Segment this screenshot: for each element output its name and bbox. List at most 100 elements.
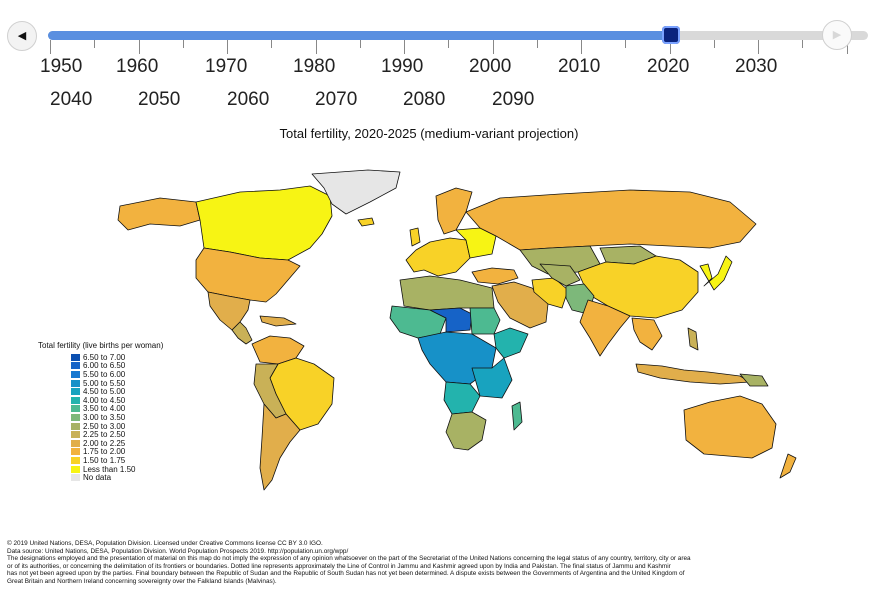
year-label[interactable]: 2000 (469, 56, 512, 77)
map-title: Total fertility, 2020-2025 (medium-varia… (279, 126, 579, 141)
legend-item: 3.00 to 3.50 (71, 413, 163, 422)
legend-label: 2.00 to 2.25 (83, 438, 126, 448)
slider-tick (404, 40, 405, 54)
legend-item: No data (71, 473, 163, 482)
next-year-button[interactable]: ▶ (822, 20, 852, 50)
legend-swatch (71, 362, 80, 370)
legend-label: Less than 1.50 (83, 464, 136, 474)
region-alaska (117, 197, 201, 231)
region-korea-japan (699, 255, 733, 291)
legend-label: No data (83, 473, 112, 483)
slider-tick (802, 40, 803, 48)
legend-label: 6.50 to 7.00 (83, 352, 126, 362)
legend-label: 5.50 to 6.00 (83, 369, 126, 379)
region-india (579, 299, 631, 357)
region-niger-chad (429, 307, 473, 333)
legend-swatch (71, 439, 80, 447)
legend-label: 5.00 to 5.50 (83, 378, 126, 388)
legend-label: 6.00 to 6.50 (83, 361, 126, 371)
legend-swatch (71, 388, 80, 396)
previous-year-button[interactable]: ◀ (7, 21, 37, 51)
legend-swatch (71, 474, 80, 482)
legend-item: 6.50 to 7.00 (71, 353, 163, 362)
region-png (739, 373, 769, 387)
slider-tick (227, 40, 228, 54)
legend-swatch (71, 422, 80, 430)
slider-tick (625, 40, 626, 48)
year-label[interactable]: 1950 (40, 56, 83, 77)
slider-tick (846, 40, 848, 54)
legend-swatch (71, 396, 80, 404)
legend-label: 3.50 to 4.00 (83, 404, 126, 414)
legend-swatch (71, 456, 80, 464)
legend-item: 1.75 to 2.00 (71, 447, 163, 457)
legend-item: 4.00 to 4.50 (71, 396, 163, 405)
legend-swatch (71, 370, 80, 378)
legend-item: 3.50 to 4.00 (71, 404, 163, 414)
legend-label: 2.25 to 2.50 (83, 430, 126, 440)
region-iceland (357, 217, 375, 227)
map-footer: © 2019 United Nations, DESA, Population … (7, 540, 867, 586)
legend-label: 3.00 to 3.50 (83, 412, 126, 422)
region-middle-east (491, 281, 549, 329)
slider-tick (492, 40, 494, 54)
region-uk (409, 227, 421, 247)
year-slider-handle[interactable] (662, 26, 681, 44)
region-central-asia (539, 263, 581, 287)
legend-swatch (71, 353, 80, 361)
legend-label: 1.50 to 1.75 (83, 455, 126, 465)
region-turkey-caucasus (471, 267, 519, 285)
region-australia (683, 395, 777, 459)
disclaimer-text: Great Britain and Northern Ireland conce… (7, 577, 277, 585)
region-scandinavia (435, 187, 473, 235)
year-label[interactable]: 1960 (116, 56, 159, 77)
slider-tick (138, 40, 140, 54)
legend-label: 4.50 to 5.00 (83, 387, 126, 397)
slider-tick (713, 40, 715, 48)
year-label[interactable]: 2030 (735, 56, 778, 77)
legend-swatch (71, 431, 80, 439)
data-source-text: Data source: United Nations, DESA, Popul… (7, 547, 349, 555)
year-slider-track[interactable] (48, 31, 868, 40)
slider-tick (448, 40, 449, 48)
region-argentina-chile (259, 403, 301, 491)
region-new-zealand (779, 453, 797, 479)
year-label[interactable]: 1980 (293, 56, 336, 77)
region-canada (195, 185, 333, 261)
slider-tick (271, 40, 272, 48)
slider-tick (315, 40, 317, 54)
year-label[interactable]: 1970 (205, 56, 248, 77)
region-russia (465, 189, 757, 251)
region-greenland (311, 169, 401, 215)
legend-item: 6.00 to 6.50 (71, 361, 163, 371)
region-caribbean (259, 315, 297, 327)
region-southern-africa (445, 411, 487, 451)
legend-label: 2.50 to 3.00 (83, 421, 126, 431)
year-label[interactable]: 1990 (381, 56, 424, 77)
legend-swatch (71, 448, 80, 456)
legend-item: 5.00 to 5.50 (71, 379, 163, 388)
region-central-america (231, 321, 253, 345)
region-southeast-asia (631, 317, 663, 351)
legend-item: 4.50 to 5.00 (71, 387, 163, 396)
year-label[interactable]: 2040 (50, 89, 93, 110)
year-label[interactable]: 2080 (403, 89, 446, 110)
year-label[interactable]: 2090 (492, 89, 535, 110)
legend-item: 2.25 to 2.50 (71, 430, 163, 439)
year-slider-fill (48, 31, 672, 40)
region-philippines (687, 327, 699, 351)
region-sudan (469, 307, 501, 335)
slider-tick (359, 40, 361, 48)
slider-tick (182, 40, 184, 48)
year-label[interactable]: 2050 (138, 89, 181, 110)
year-label[interactable]: 2060 (227, 89, 270, 110)
map-legend: Total fertility (live births per woman) … (38, 341, 163, 482)
legend-swatch (71, 413, 80, 421)
year-label-selected[interactable]: 2020 (647, 56, 690, 77)
slider-tick (581, 40, 582, 54)
legend-item: 2.00 to 2.25 (71, 439, 163, 448)
legend-label: 1.75 to 2.00 (83, 447, 126, 457)
year-label[interactable]: 2010 (558, 56, 601, 77)
year-slider-ticks (48, 40, 868, 80)
year-label[interactable]: 2070 (315, 89, 358, 110)
